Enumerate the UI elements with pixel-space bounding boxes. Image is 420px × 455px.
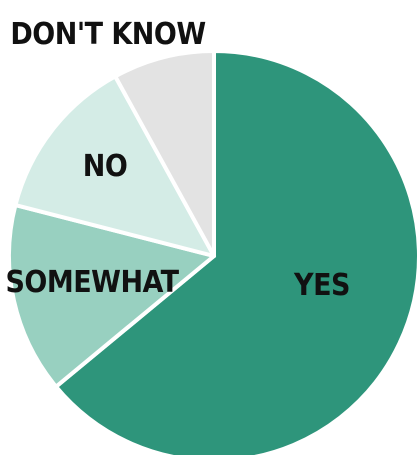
pie-slices bbox=[7, 49, 420, 455]
label-somewhat: SOMEWHAT bbox=[5, 265, 179, 300]
slice-somewhat bbox=[7, 203, 216, 389]
label-yes: YES bbox=[293, 268, 350, 303]
slice-no bbox=[13, 74, 216, 258]
label-no: NO bbox=[83, 149, 128, 184]
slice-yes bbox=[54, 49, 420, 455]
slice-dont-know bbox=[113, 49, 216, 258]
label-dont-know: DON'T KNOW bbox=[10, 17, 205, 52]
